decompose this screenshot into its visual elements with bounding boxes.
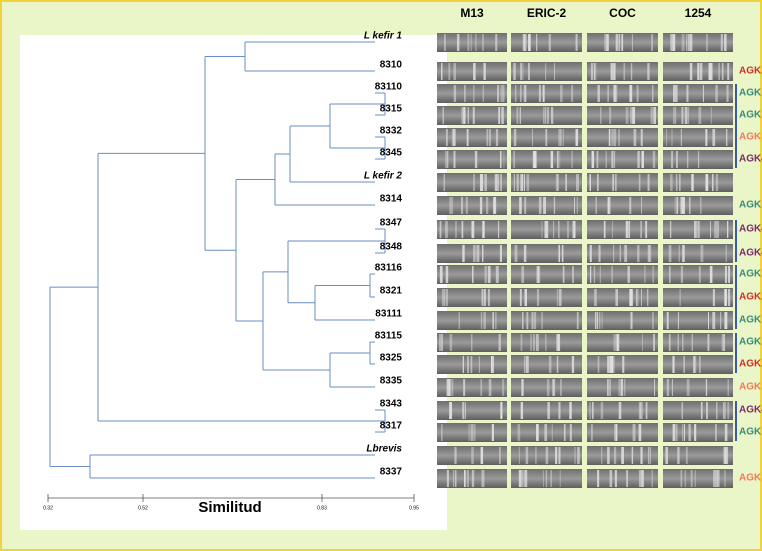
cluster-label: AGK4 <box>739 154 762 165</box>
cluster-label: AGK1 <box>739 315 762 326</box>
gel-lane <box>663 311 733 330</box>
strain-label: 8348 <box>380 242 403 253</box>
strain-label: 8347 <box>380 218 403 229</box>
column-header: COC <box>609 6 636 20</box>
gel-lane <box>663 469 733 488</box>
strain-label: 83115 <box>375 331 403 342</box>
strain-label: 8321 <box>380 286 403 297</box>
strain-label: 8335 <box>380 376 403 387</box>
gel-lane <box>587 265 658 284</box>
strain-label: 8317 <box>380 421 403 432</box>
gel-lane <box>437 401 507 420</box>
column-header: 1254 <box>685 6 712 20</box>
gel-lane <box>587 333 658 352</box>
gel-lane <box>663 378 733 397</box>
cluster-label: AGK1 <box>739 337 762 348</box>
strain-label: Lbrevis <box>366 444 402 455</box>
cluster-label: AGK4 <box>739 224 762 235</box>
gel-lane <box>511 106 582 125</box>
cluster-label: AGK2 <box>739 359 762 370</box>
column-header: M13 <box>460 6 484 20</box>
strain-label: 8325 <box>380 353 403 364</box>
gel-lane <box>663 150 733 169</box>
strain-label: 83111 <box>375 309 402 320</box>
gel-lane <box>587 196 658 215</box>
gel-lane <box>511 355 582 374</box>
gel-lane <box>511 311 582 330</box>
gel-lane <box>587 128 658 147</box>
strain-label: 83116 <box>375 263 403 274</box>
cluster-label: AGK4 <box>739 405 762 416</box>
gel-lane <box>437 84 507 103</box>
gel-lane <box>663 401 733 420</box>
axis-tick-label: 0.95 <box>409 505 419 511</box>
cluster-label: AGK4 <box>739 248 762 259</box>
axis-title: Similitud <box>198 499 261 516</box>
axis-tick-label: 0.83 <box>317 505 327 511</box>
gel-lane <box>663 173 733 192</box>
gel-lane <box>511 244 582 263</box>
gel-lane <box>663 288 733 307</box>
strain-label: L kefir 1 <box>364 31 403 42</box>
strain-label: 8337 <box>380 467 403 478</box>
gel-lane <box>587 423 658 442</box>
gel-lane <box>663 128 733 147</box>
cluster-label: AGK1 <box>739 200 762 211</box>
strain-label: 8345 <box>380 148 403 159</box>
gel-lane <box>663 446 733 465</box>
axis-tick-label: 0.52 <box>138 505 148 511</box>
strain-label: 8332 <box>380 126 403 137</box>
gel-lane <box>511 33 582 52</box>
strain-label: L kefir 2 <box>364 171 403 182</box>
strain-label: 8310 <box>380 60 403 71</box>
gel-lane <box>511 150 582 169</box>
cluster-label: AGK3 <box>739 473 762 484</box>
strain-label: 83110 <box>375 82 403 93</box>
gel-lane <box>437 196 507 215</box>
gel-lane <box>663 244 733 263</box>
strain-label: 8314 <box>380 194 403 205</box>
cluster-label: AGK3 <box>739 132 762 143</box>
gel-lane <box>587 244 658 263</box>
strain-label: 8315 <box>380 104 403 115</box>
strain-label: 8343 <box>380 399 403 410</box>
gel-lane <box>437 106 507 125</box>
cluster-label: AGK1 <box>739 269 762 280</box>
cluster-label: AGK3 <box>739 382 762 393</box>
figure: Similitud M13 ERIC-2 COC 1254 L kefir 1 8310 A… <box>0 0 762 551</box>
axis-tick-label: 0.32 <box>43 505 53 511</box>
gel-lane <box>437 244 507 263</box>
cluster-label: AGK1 <box>739 427 762 438</box>
gel-lane <box>587 220 658 239</box>
gel-lane <box>437 62 507 81</box>
cluster-label: AGK1 <box>739 110 762 121</box>
gel-lane <box>663 265 733 284</box>
cluster-label: AGK2 <box>739 66 762 77</box>
gel-lane <box>663 196 733 215</box>
cluster-label: AGK2 <box>739 292 762 303</box>
gel-lane <box>587 106 658 125</box>
cluster-label: AGK1 <box>739 88 762 99</box>
column-header: ERIC-2 <box>527 6 567 20</box>
